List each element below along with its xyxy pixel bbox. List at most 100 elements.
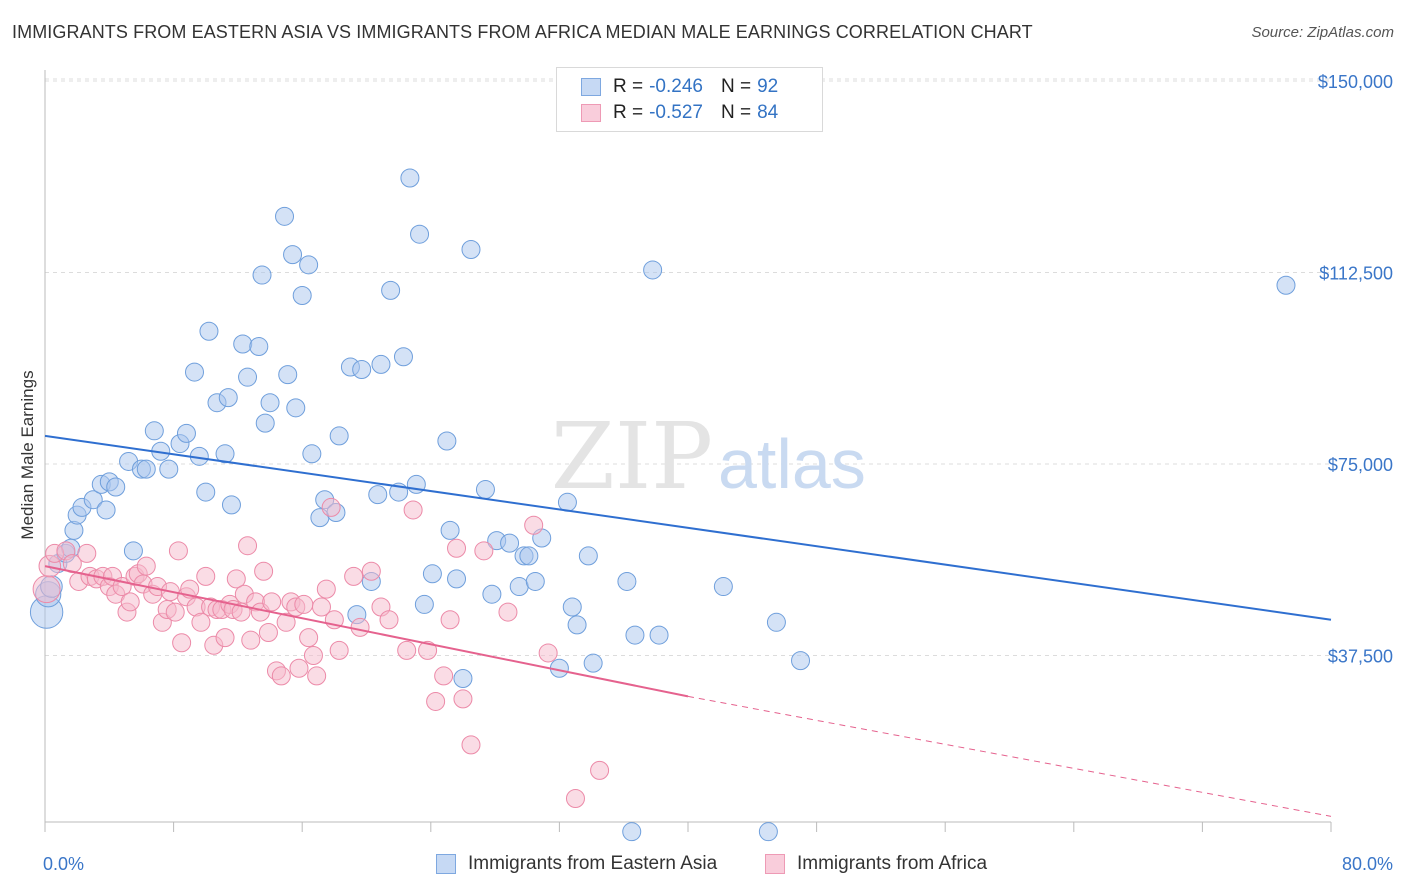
point-eastern-asia xyxy=(286,398,306,418)
y-axis-label: Median Male Earnings xyxy=(18,370,37,539)
point-eastern-asia xyxy=(525,571,545,591)
point-eastern-asia xyxy=(368,485,388,505)
point-africa xyxy=(241,630,261,650)
point-africa xyxy=(434,666,454,686)
point-eastern-asia xyxy=(578,546,598,566)
point-eastern-asia xyxy=(144,421,164,441)
r-label: R = xyxy=(613,102,644,123)
point-eastern-asia xyxy=(83,490,103,510)
y-tick-label: $75,000 xyxy=(1328,455,1393,475)
point-africa xyxy=(344,566,364,586)
bottom-legend-africa: Immigrants from Africa xyxy=(765,853,987,875)
point-eastern-asia xyxy=(302,444,322,464)
point-eastern-asia xyxy=(260,393,280,413)
point-eastern-asia xyxy=(371,354,391,374)
point-africa xyxy=(426,691,446,711)
point-eastern-asia xyxy=(557,492,577,512)
correlation-legend: R = -0.246 N = 92 R = -0.527 N = 84 xyxy=(556,67,823,132)
point-eastern-asia xyxy=(713,577,733,597)
point-africa xyxy=(165,602,185,622)
point-africa xyxy=(168,541,188,561)
blue-swatch-icon xyxy=(436,854,456,874)
point-eastern-asia xyxy=(381,280,401,300)
pink-swatch-icon xyxy=(581,104,601,122)
point-africa xyxy=(294,594,314,614)
axes: $37,500 $75,000 $112,500 $150,000 0.0% 80.0% xyxy=(43,70,1393,874)
point-africa xyxy=(418,640,438,660)
point-africa xyxy=(120,592,140,612)
point-africa xyxy=(361,561,381,581)
point-eastern-asia xyxy=(218,388,238,408)
point-africa xyxy=(289,658,309,678)
point-eastern-asia xyxy=(461,240,481,260)
point-eastern-asia xyxy=(410,224,430,244)
point-africa xyxy=(215,628,235,648)
point-eastern-asia xyxy=(475,480,495,500)
grid-lines xyxy=(45,78,1331,656)
point-eastern-asia xyxy=(622,822,642,842)
point-africa xyxy=(299,628,319,648)
x-tick-label: 80.0% xyxy=(1342,854,1393,874)
point-africa xyxy=(474,541,494,561)
point-africa xyxy=(498,602,518,622)
point-africa xyxy=(397,640,417,660)
point-eastern-asia xyxy=(1276,275,1296,295)
trend-line-africa-extension xyxy=(687,695,1332,817)
point-africa xyxy=(350,617,370,637)
n-value: 92 xyxy=(757,76,779,97)
point-eastern-asia xyxy=(352,360,372,380)
point-eastern-asia xyxy=(252,265,272,285)
point-eastern-asia xyxy=(283,245,303,265)
point-eastern-asia xyxy=(643,260,663,280)
point-africa xyxy=(226,569,246,589)
trend-lines xyxy=(44,434,1332,817)
point-africa xyxy=(32,575,61,604)
point-eastern-asia xyxy=(440,520,460,540)
point-eastern-asia xyxy=(791,651,811,671)
point-eastern-asia xyxy=(758,822,778,842)
point-africa xyxy=(461,735,481,755)
y-tick-label: $37,500 xyxy=(1328,647,1393,667)
point-eastern-asia xyxy=(617,571,637,591)
r-value: -0.527 xyxy=(649,102,703,123)
legend-label-eastern-asia: Immigrants from Eastern Asia xyxy=(468,853,718,874)
point-eastern-asia xyxy=(562,597,582,617)
legend-label-africa: Immigrants from Africa xyxy=(797,853,988,874)
point-eastern-asia xyxy=(196,482,216,502)
point-africa xyxy=(316,579,336,599)
point-africa xyxy=(271,666,291,686)
point-africa xyxy=(538,643,558,663)
point-africa xyxy=(238,536,258,556)
point-eastern-asia xyxy=(414,594,434,614)
point-africa xyxy=(453,689,473,709)
blue-swatch-icon xyxy=(581,78,601,96)
point-eastern-asia xyxy=(299,255,319,275)
point-eastern-asia xyxy=(221,495,241,515)
r-label: R = xyxy=(613,76,644,97)
point-eastern-asia xyxy=(292,285,312,305)
point-eastern-asia xyxy=(275,206,295,226)
point-africa xyxy=(136,556,156,576)
point-eastern-asia xyxy=(482,584,502,604)
point-eastern-asia xyxy=(249,337,269,357)
watermark: ZIP atlas xyxy=(551,403,866,510)
point-africa xyxy=(276,612,296,632)
point-eastern-asia xyxy=(567,615,587,635)
point-africa xyxy=(172,633,192,653)
trend-line-eastern-asia xyxy=(44,434,1332,621)
point-africa xyxy=(321,497,341,517)
legend-row-eastern-asia: R = -0.246 N = 92 xyxy=(581,75,778,99)
point-eastern-asia xyxy=(400,168,420,188)
point-eastern-asia xyxy=(136,459,156,479)
n-value: 84 xyxy=(757,102,779,123)
point-africa xyxy=(196,566,216,586)
y-tick-label: $150,000 xyxy=(1318,72,1393,92)
point-africa xyxy=(440,610,460,630)
point-eastern-asia xyxy=(199,321,219,341)
point-eastern-asia xyxy=(96,500,116,520)
point-eastern-asia xyxy=(123,541,143,561)
point-eastern-asia xyxy=(64,520,84,540)
watermark-atlas: atlas xyxy=(718,425,866,503)
trend-line-africa xyxy=(44,565,689,698)
point-africa xyxy=(258,623,278,643)
